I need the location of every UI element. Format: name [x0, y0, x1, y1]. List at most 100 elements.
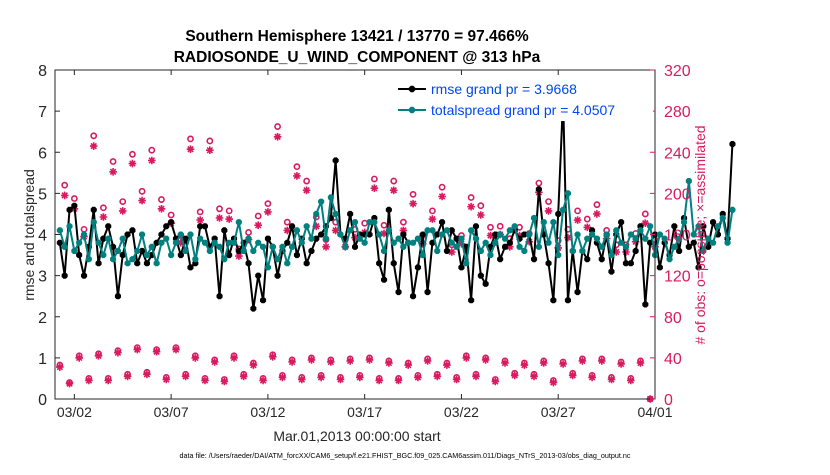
rmse-marker [395, 289, 402, 296]
obs-assimilated-marker [264, 208, 272, 216]
obs-assimilated-marker [162, 375, 171, 384]
obs-possible-marker [148, 146, 156, 154]
obs-possible-marker [574, 207, 581, 215]
obs-assimilated-marker [254, 221, 262, 229]
rmse-marker [502, 243, 508, 250]
obs-assimilated-marker [293, 172, 301, 180]
obs-assimilated-marker [607, 375, 616, 384]
obs-assimilated-marker [259, 376, 267, 385]
totalspread-marker [371, 219, 378, 226]
obs-possible-marker [196, 208, 204, 216]
rmse-marker [95, 260, 102, 267]
totalspread-marker [424, 227, 431, 234]
totalspread-marker [729, 206, 736, 213]
totalspread-marker [381, 247, 388, 254]
totalspread-marker [148, 243, 155, 250]
rmse-marker [598, 256, 605, 263]
obs-assimilated-marker [573, 216, 582, 224]
rmse-marker [187, 264, 194, 271]
totalspread-marker [705, 235, 712, 242]
totalspread-marker [671, 243, 678, 250]
obs-assimilated-marker [268, 353, 277, 361]
obs-possible-marker [225, 207, 233, 215]
rmse-marker [419, 231, 426, 238]
rmse-marker [550, 297, 557, 304]
obs-possible-marker [245, 229, 252, 236]
obs-possible-marker [283, 218, 291, 226]
obs-assimilated-marker [525, 237, 533, 246]
rmse-marker [477, 272, 484, 279]
totalspread-marker [531, 215, 538, 222]
totalspread-marker [332, 210, 339, 217]
totalspread-marker [589, 231, 596, 238]
rmse-marker [134, 260, 141, 267]
obs-assimilated-marker [356, 373, 364, 382]
rmse-marker [492, 231, 499, 238]
x-tick-label: 03/22 [444, 404, 479, 420]
obs-assimilated-marker [472, 372, 480, 381]
obs-assimilated-marker [85, 376, 93, 385]
totalspread-marker [400, 243, 407, 250]
obs-assimilated-marker [317, 373, 325, 382]
obs-assimilated-marker [99, 213, 108, 221]
totalspread-marker [443, 227, 450, 234]
totalspread-marker [56, 227, 63, 234]
obs-assimilated-marker [530, 372, 538, 381]
totalspread-marker [177, 231, 184, 238]
y-right-tick-label: 80 [664, 310, 682, 327]
obs-possible-marker [138, 187, 146, 195]
obs-possible-marker [487, 223, 494, 231]
totalspread-marker [545, 239, 552, 246]
totalspread-marker [690, 231, 697, 238]
x-tick-label: 03/27 [541, 404, 576, 420]
obs-assimilated-marker [370, 184, 379, 192]
obs-possible-marker [206, 137, 214, 145]
totalspread-marker [540, 219, 547, 226]
obs-possible-marker [109, 158, 117, 165]
totalspread-marker [81, 231, 88, 238]
obs-assimilated-marker [210, 358, 219, 366]
totalspread-marker [598, 243, 605, 250]
totalspread-marker [153, 260, 160, 267]
obs-assimilated-marker [298, 375, 306, 384]
rmse-marker [158, 231, 165, 238]
totalspread-marker [487, 252, 494, 259]
rmse-marker [439, 219, 446, 226]
rmse-marker [129, 227, 136, 234]
obs-possible-marker [477, 202, 485, 210]
obs-possible-marker [293, 163, 301, 171]
obs-assimilated-marker [598, 357, 606, 365]
totalspread-marker [477, 247, 484, 254]
y-right-tick-label: 160 [664, 228, 691, 245]
y-axis-left-label: rmse and totalspread [21, 169, 37, 301]
rmse-marker [124, 231, 131, 238]
totalspread-marker [163, 235, 170, 242]
totalspread-marker [695, 223, 702, 230]
obs-possible-marker [158, 196, 165, 203]
totalspread-marker [511, 223, 518, 230]
rmse-marker [622, 260, 629, 267]
rmse-marker [695, 264, 702, 271]
obs-possible-marker [129, 150, 136, 158]
rmse-marker [535, 186, 542, 193]
totalspread-marker [337, 231, 344, 238]
totalspread-marker [95, 239, 102, 246]
x-tick-label: 04/01 [637, 404, 672, 420]
obs-assimilated-marker [515, 231, 524, 240]
totalspread-marker [550, 219, 557, 226]
rmse-marker [555, 210, 562, 217]
y-left-tick-label: 0 [38, 392, 47, 409]
rmse-marker [385, 206, 392, 213]
rmse-marker [443, 247, 450, 254]
obs-possible-marker [187, 135, 194, 143]
y-right-tick-label: 320 [664, 63, 691, 80]
totalspread-marker [119, 235, 126, 242]
y-right-tick-label: 0 [664, 392, 673, 409]
totalspread-marker [405, 239, 412, 246]
totalspread-marker [458, 235, 465, 242]
totalspread-marker [593, 235, 600, 242]
obs-assimilated-marker [206, 146, 214, 154]
obs-assimilated-marker [564, 233, 572, 242]
totalspread-marker [361, 239, 368, 246]
rmse-marker [690, 239, 697, 246]
